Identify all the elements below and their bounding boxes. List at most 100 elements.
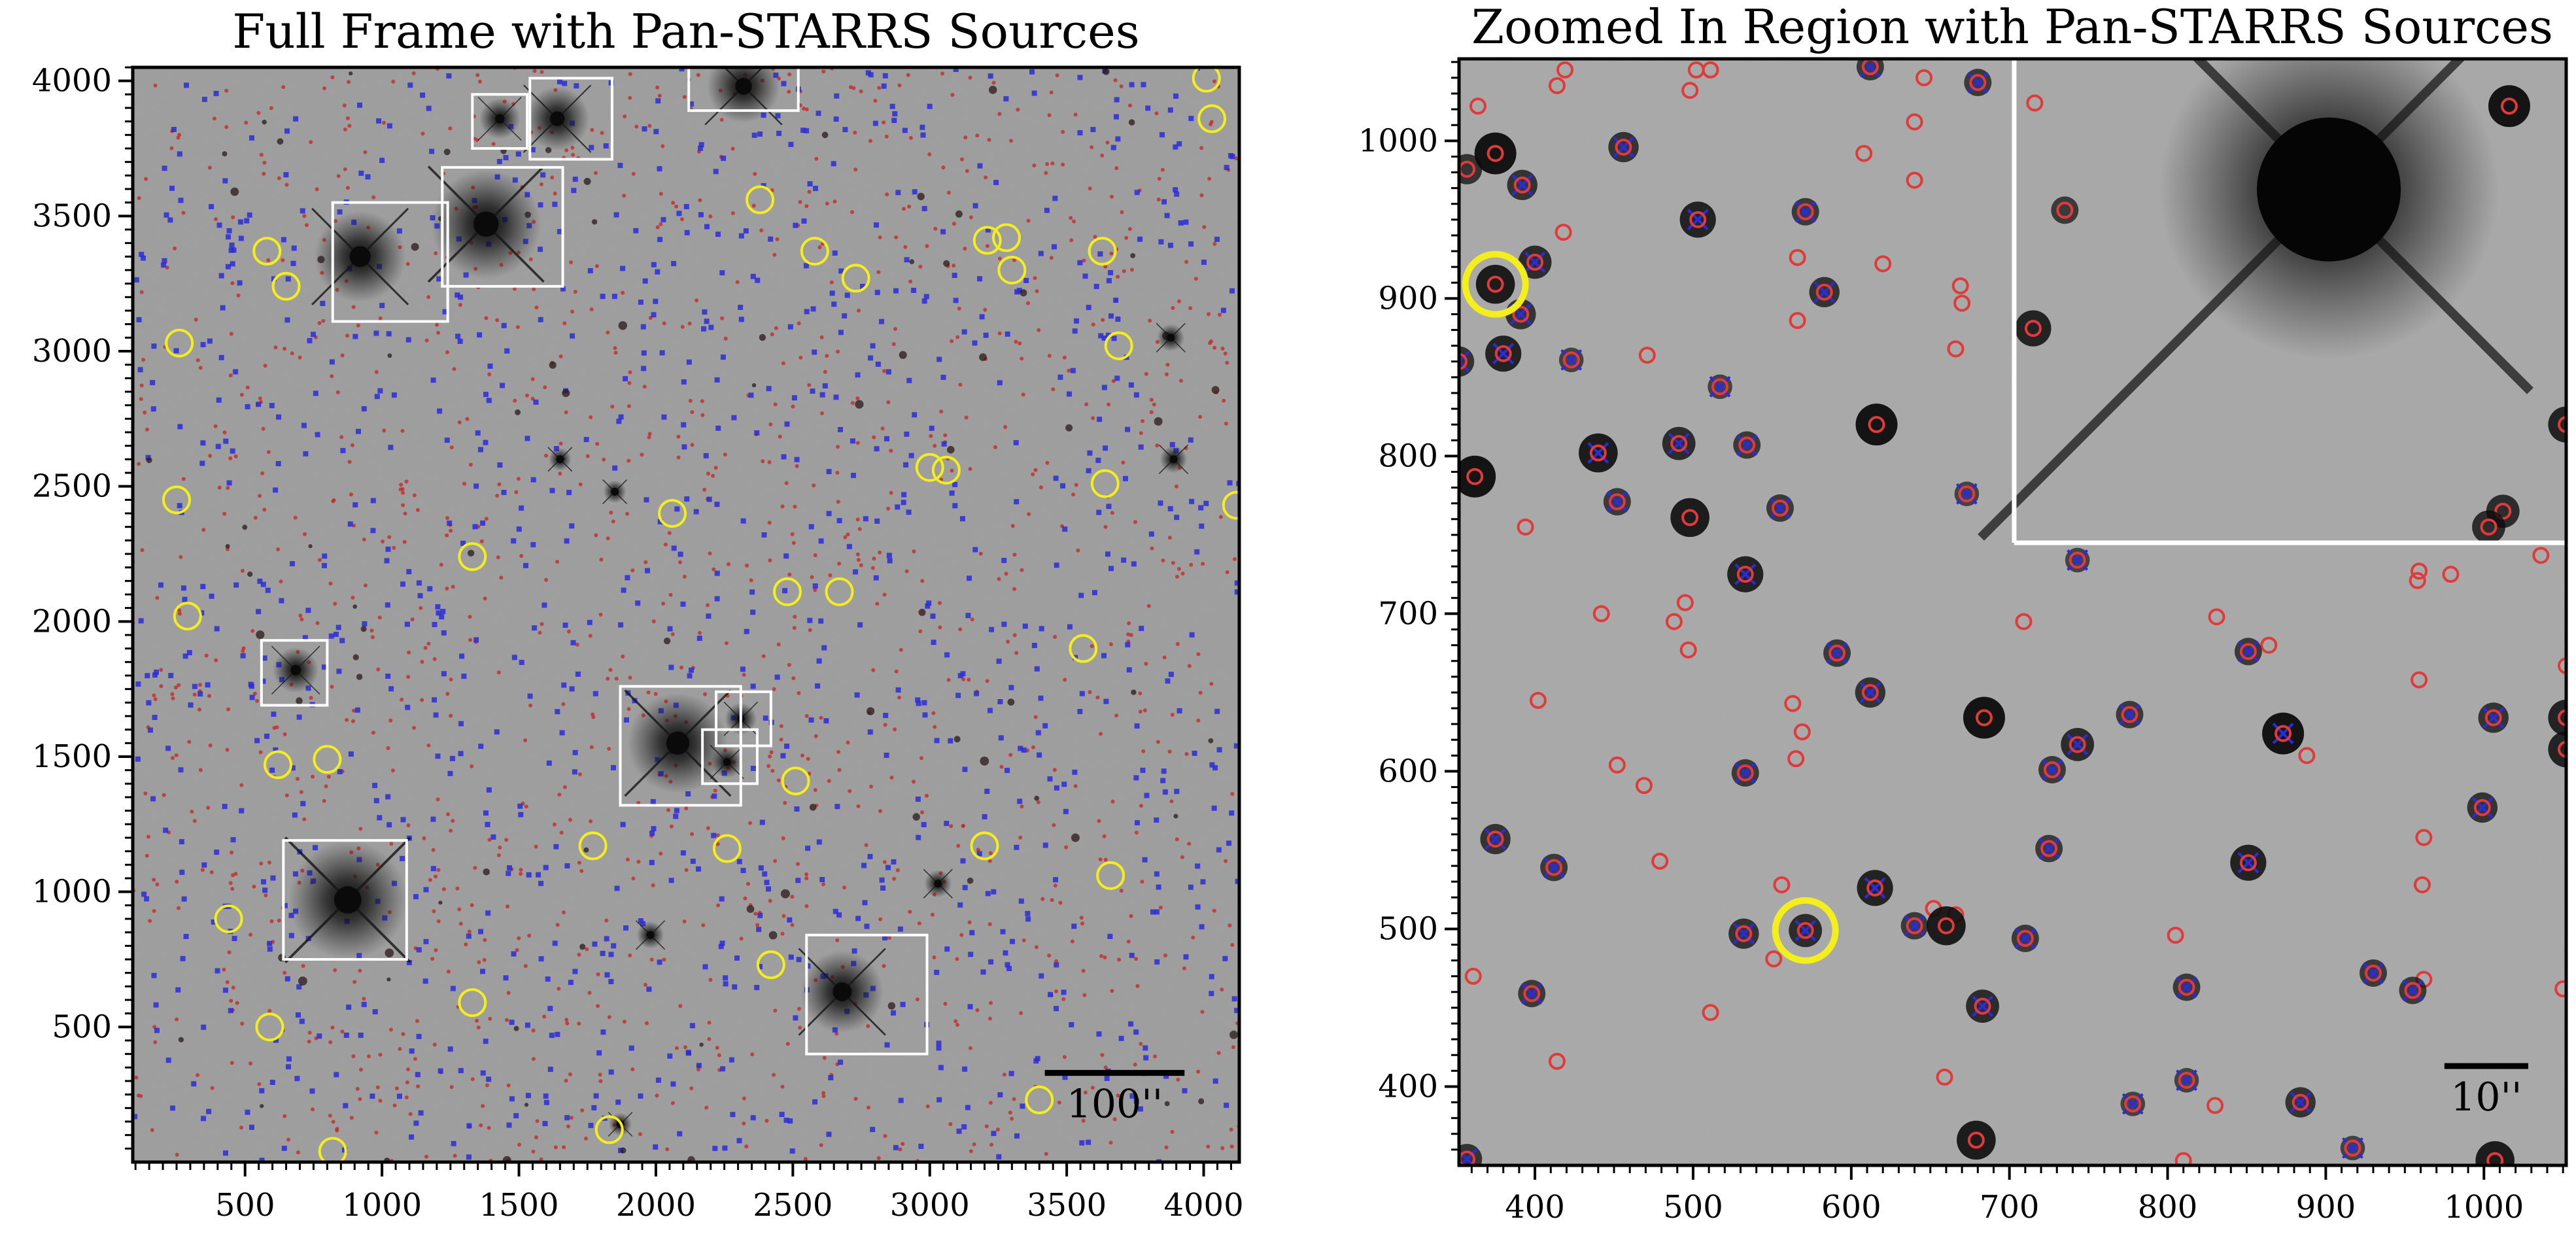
catalog-dot — [351, 595, 355, 600]
catalog-square — [504, 348, 510, 354]
catalog-dot — [362, 997, 366, 1001]
catalog-dot — [449, 445, 454, 450]
faint-star — [780, 889, 790, 899]
catalog-dot — [143, 410, 147, 415]
diffraction-spike — [271, 670, 296, 695]
catalog-dot — [682, 574, 687, 579]
catalog-square — [642, 278, 648, 284]
catalog-dot — [745, 563, 749, 568]
catalog-square — [432, 697, 438, 703]
catalog-square — [458, 721, 464, 727]
catalog-dot — [1171, 560, 1175, 565]
cutout-box — [282, 839, 408, 961]
source-blob — [1963, 696, 2005, 739]
catalog-dot — [171, 696, 175, 700]
catalog-square — [141, 891, 147, 897]
catalog-square — [776, 130, 782, 136]
catalog-dot — [1165, 372, 1169, 377]
catalog-dot — [1162, 655, 1167, 660]
pan-starrs-marker — [2024, 320, 2042, 337]
catalog-dot — [963, 135, 968, 140]
catalog-square — [151, 343, 157, 349]
catalog-dot — [1026, 218, 1031, 223]
catalog-dot — [286, 1137, 291, 1142]
catalog-dot — [1130, 267, 1134, 272]
catalog-square — [916, 700, 921, 706]
catalog-dot — [1110, 799, 1115, 804]
catalog-square — [530, 541, 536, 547]
catalog-dot — [769, 750, 774, 755]
catalog-square — [1005, 768, 1010, 774]
catalog-dot — [1110, 194, 1114, 199]
pan-starrs-marker — [1548, 1052, 1566, 1070]
catalog-dot — [1105, 141, 1110, 145]
pan-starrs-marker — [1466, 468, 1484, 485]
catalog-dot — [261, 426, 266, 431]
pan-starrs-marker — [2442, 566, 2460, 583]
catalog-square — [281, 1145, 287, 1151]
catalog-square — [1211, 805, 1217, 811]
star-core — [349, 246, 371, 267]
catalog-dot — [751, 203, 756, 208]
catalog-dot — [1012, 258, 1016, 262]
catalog-dot — [455, 886, 460, 891]
catalog-dot — [873, 99, 878, 103]
bright-star — [710, 745, 745, 780]
catalog-dot — [1114, 713, 1119, 718]
catalog-square — [961, 329, 967, 335]
catalog-dot — [927, 152, 932, 156]
catalog-square — [218, 273, 224, 279]
catalog-square — [133, 277, 139, 283]
catalog-square — [638, 918, 644, 924]
pan-starrs-marker — [2558, 740, 2566, 758]
catalog-dot — [436, 797, 440, 802]
catalog-square — [137, 367, 143, 373]
catalog-dot — [165, 266, 169, 270]
catalog-dot — [262, 171, 266, 176]
catalog-square — [1008, 1071, 1014, 1076]
catalog-dot — [406, 823, 411, 827]
detected-source — [2548, 731, 2566, 768]
catalog-square — [674, 808, 679, 814]
pan-starrs-marker — [1874, 255, 1892, 273]
catalog-dot — [585, 947, 589, 952]
catalog-square — [949, 490, 955, 496]
catalog-dot — [311, 1107, 315, 1112]
catalog-square — [1023, 278, 1029, 283]
catalog-dot — [226, 486, 230, 490]
catalog-dot — [527, 933, 532, 938]
faint-star — [515, 409, 521, 415]
catalog-dot — [452, 367, 456, 371]
catalog-square — [435, 604, 441, 609]
catalog-square — [460, 540, 466, 546]
catalog-square — [311, 332, 316, 337]
catalog-dot — [531, 1149, 536, 1154]
blue-cross — [2290, 1091, 2312, 1114]
catalog-square — [177, 503, 182, 509]
yellow-circle — [1096, 861, 1125, 890]
catalog-dot — [770, 768, 775, 773]
catalog-dot — [659, 851, 663, 856]
catalog-square — [292, 812, 298, 818]
catalog-square — [1115, 136, 1121, 142]
catalog-dot — [647, 432, 652, 436]
catalog-square — [603, 143, 609, 149]
blue-cross — [1485, 828, 1507, 850]
catalog-dot — [602, 457, 606, 462]
catalog-square — [738, 317, 744, 322]
catalog-dot — [330, 1025, 335, 1030]
catalog-dot — [571, 152, 575, 157]
catalog-dot — [887, 936, 891, 940]
catalog-square — [704, 318, 710, 324]
x-tick-label: 1500 — [479, 1187, 558, 1224]
catalog-square — [680, 601, 686, 607]
catalog-dot — [431, 848, 436, 852]
catalog-square — [1220, 307, 1226, 313]
catalog-dot — [920, 810, 924, 815]
catalog-dot — [843, 535, 848, 540]
right-panel: Zoomed In Region with Pan-STARRS Sources… — [1358, 0, 2568, 1226]
catalog-square — [1086, 468, 1091, 473]
catalog-square — [564, 1115, 570, 1121]
faint-star — [759, 334, 766, 341]
catalog-square — [262, 655, 267, 661]
